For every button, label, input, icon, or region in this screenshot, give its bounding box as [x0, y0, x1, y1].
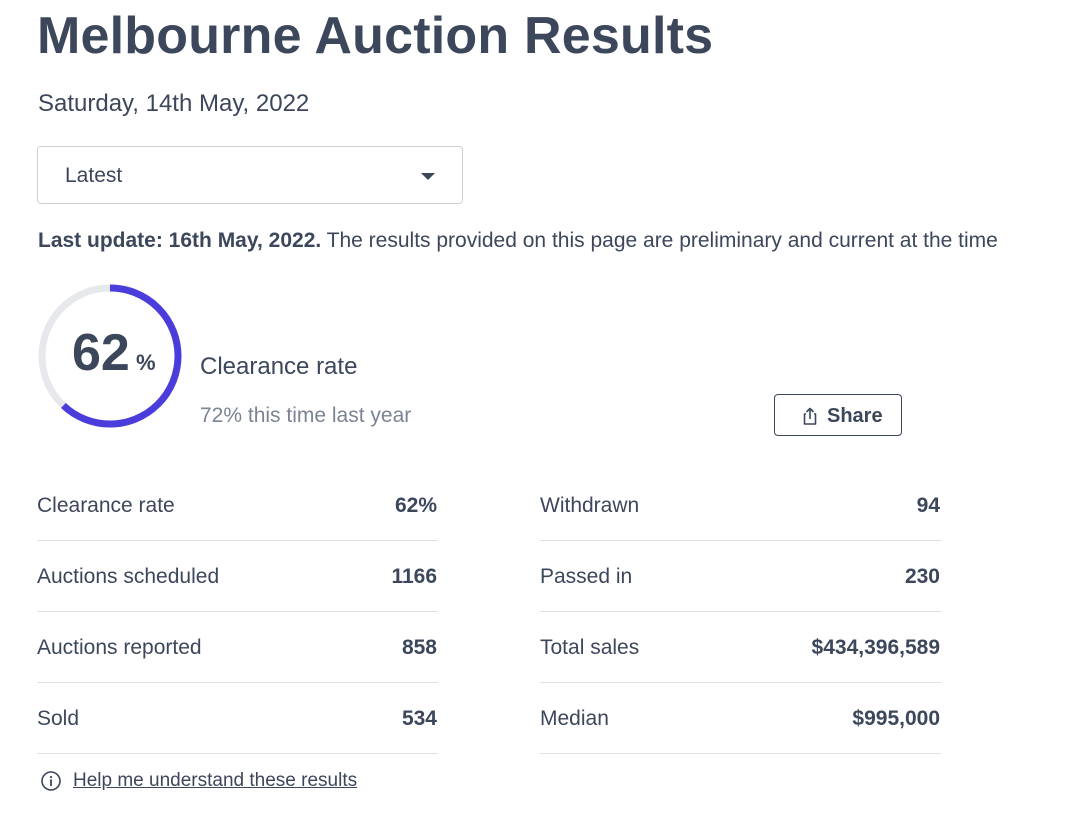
- stat-label: Auctions scheduled: [37, 565, 220, 588]
- gauge-value: 62: [72, 324, 130, 382]
- stat-label: Sold: [37, 707, 80, 730]
- stat-row: Clearance rate 62%: [37, 470, 438, 541]
- help-link[interactable]: Help me understand these results: [73, 770, 358, 791]
- clearance-rate-label: Clearance rate: [200, 353, 358, 380]
- stat-row: Median $995,000: [540, 683, 941, 754]
- stat-label: Total sales: [540, 636, 640, 659]
- stat-row: Passed in 230: [540, 541, 941, 612]
- last-update-text: The results provided on this page are pr…: [321, 229, 998, 252]
- stat-value: 230: [904, 565, 940, 588]
- last-update-label: Last update: 16th May, 2022.: [38, 229, 322, 252]
- share-label: Share: [827, 405, 883, 427]
- stat-value: $434,396,589: [811, 636, 940, 659]
- gauge-unit: %: [136, 350, 156, 375]
- share-button[interactable]: Share: [774, 394, 902, 436]
- stat-value: 1166: [391, 565, 437, 588]
- stat-row: Withdrawn 94: [540, 470, 941, 541]
- last-year-comparison: 72% this time last year: [200, 404, 412, 427]
- stats-left-column: Clearance rate 62% Auctions scheduled 11…: [37, 470, 438, 754]
- gauge-progress-arc: [38, 284, 182, 428]
- select-value: Latest: [65, 164, 123, 187]
- clearance-gauge: [38, 284, 182, 428]
- stat-value: 534: [401, 707, 437, 730]
- stat-value: 858: [401, 636, 437, 659]
- stat-row: Auctions scheduled 1166: [37, 541, 438, 612]
- page-title: Melbourne Auction Results: [37, 7, 714, 65]
- info-icon: [41, 771, 61, 791]
- stat-label: Auctions reported: [37, 636, 202, 659]
- stat-row: Sold 534: [37, 683, 438, 754]
- last-update-notice: Last update: 16th May, 2022. The results…: [38, 227, 1080, 255]
- share-icon: [803, 407, 817, 425]
- stat-label: Withdrawn: [540, 494, 640, 517]
- stat-label: Clearance rate: [37, 494, 175, 517]
- stats-right-column: Withdrawn 94 Passed in 230 Total sales $…: [540, 470, 941, 754]
- stat-value: 62%: [394, 494, 437, 517]
- stat-row: Auctions reported 858: [37, 612, 438, 683]
- results-date: Saturday, 14th May, 2022: [38, 90, 310, 117]
- results-period-select[interactable]: Latest: [37, 146, 463, 204]
- stat-label: Passed in: [540, 565, 633, 588]
- stat-value: 94: [916, 494, 940, 517]
- stat-label: Median: [540, 707, 609, 730]
- stat-row: Total sales $434,396,589: [540, 612, 941, 683]
- chevron-down-icon: [421, 173, 435, 180]
- stat-value: $995,000: [852, 707, 940, 730]
